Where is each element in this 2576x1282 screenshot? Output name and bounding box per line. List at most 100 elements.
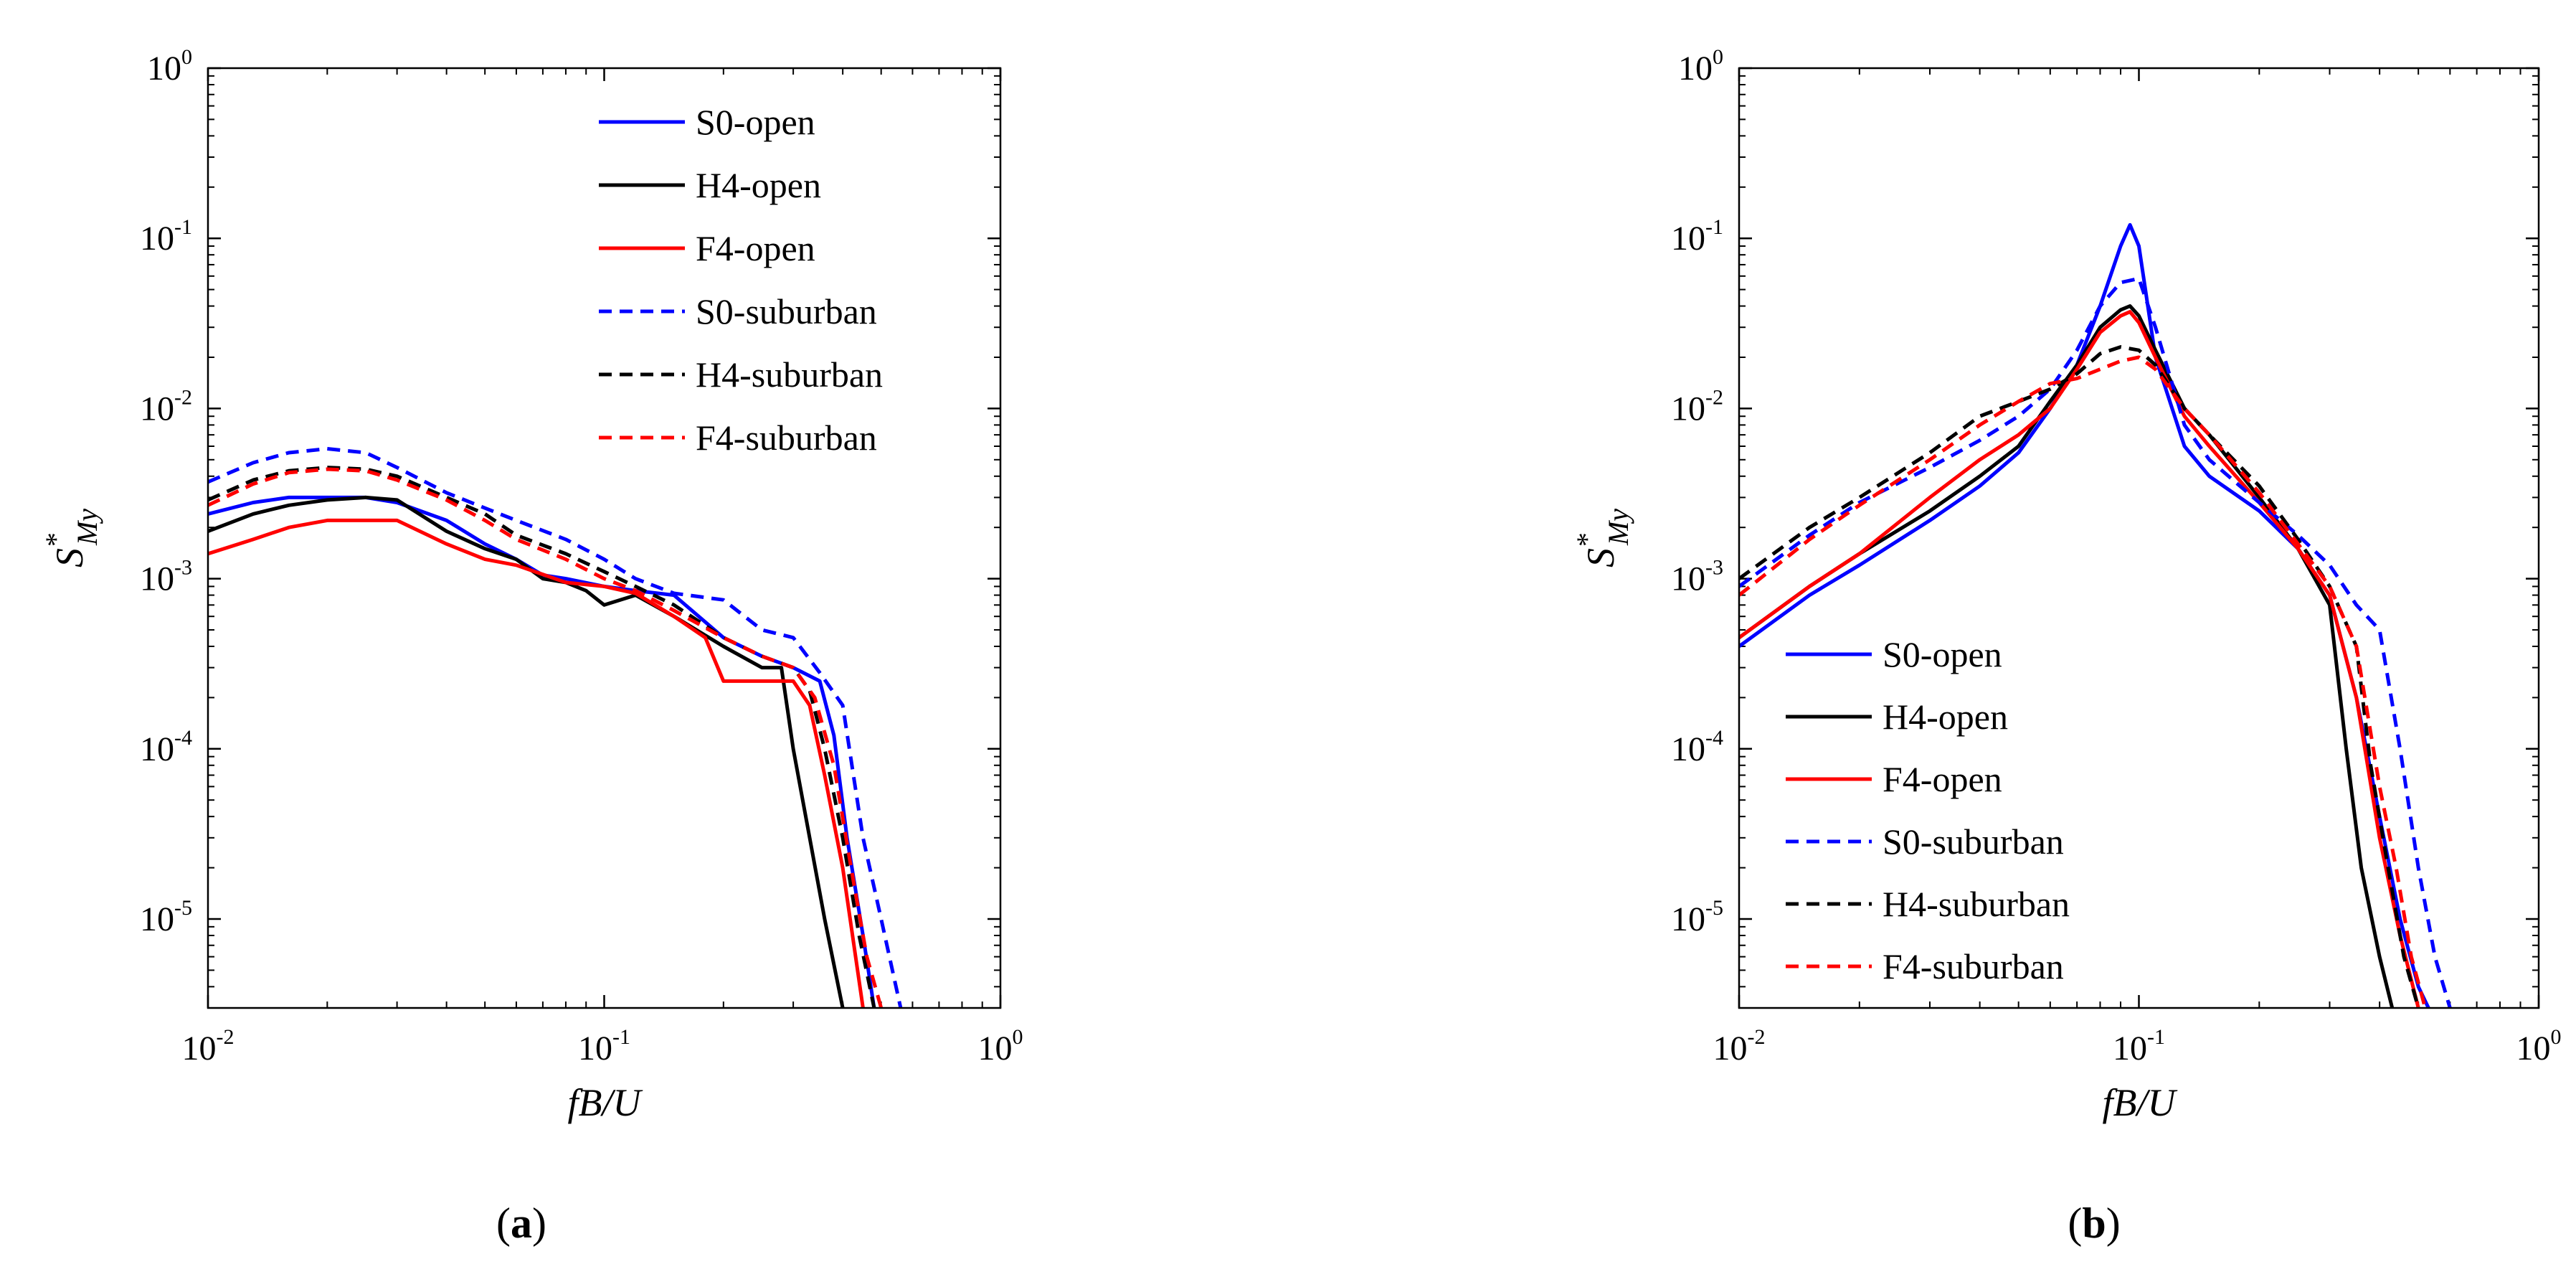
panel-caption: (a) xyxy=(496,1199,546,1247)
series-line-H4-suburban xyxy=(208,466,876,1008)
y-tick-label: 10-4 xyxy=(140,726,192,768)
y-tick-label: 10-2 xyxy=(140,385,192,428)
y-tick-label: 10-3 xyxy=(140,556,192,598)
y-tick-label: 10-1 xyxy=(140,215,192,258)
x-tick-base: 10 xyxy=(182,1029,217,1067)
y-axis-label-sub: My xyxy=(71,509,103,546)
x-tick-base: 10 xyxy=(2516,1029,2551,1067)
y-tick-base: 10 xyxy=(140,390,174,428)
panel-b: 10-2 10-1 10010-510-410-310-210-1100S0-ope… xyxy=(1571,45,2562,1247)
series-lines xyxy=(1739,222,2452,1008)
legend-label: S0-open xyxy=(1883,634,2002,674)
y-axis-label-sup: * xyxy=(39,534,72,548)
y-tick-exponent: -4 xyxy=(1705,726,1723,750)
y-axis-label: S*My xyxy=(1571,509,1634,567)
y-tick-exponent: -1 xyxy=(1705,215,1723,239)
y-tick-base: 10 xyxy=(140,730,174,768)
legend-label: S0-open xyxy=(696,102,815,142)
x-tick-base: 10 xyxy=(1713,1029,1748,1067)
y-tick-label: 10-1 xyxy=(1671,215,1723,258)
series-line-S0-suburban xyxy=(208,447,903,1008)
series-line-S0-suburban xyxy=(1739,276,2452,1008)
x-tick-exponent: 0 xyxy=(2551,1025,2562,1049)
y-tick-label: 100 xyxy=(1678,45,1723,88)
caption-close-paren: ) xyxy=(2106,1199,2121,1247)
y-tick-base: 10 xyxy=(1671,560,1705,598)
y-tick-exponent: -2 xyxy=(1705,385,1723,409)
y-axis-label-sub: My xyxy=(1602,509,1634,546)
legend-label: F4-suburban xyxy=(1883,946,2064,986)
x-tick-base: 10 xyxy=(2113,1029,2147,1067)
series-line-H4-open xyxy=(208,495,845,1008)
y-tick-base: 10 xyxy=(140,900,174,938)
caption-open-paren: ( xyxy=(496,1199,511,1247)
legend-label: S0-suburban xyxy=(1883,821,2064,862)
axes-frame xyxy=(207,67,1002,1009)
x-tick-label: 100 xyxy=(2516,1025,2562,1067)
y-tick-label: 10-5 xyxy=(140,896,192,938)
y-tick-base: 10 xyxy=(140,220,174,258)
legend-label: H4-suburban xyxy=(696,354,883,395)
series-line-F4-open xyxy=(208,518,865,1008)
y-axis-label-base: S xyxy=(1579,548,1622,567)
y-tick-label: 10-5 xyxy=(1671,896,1723,938)
x-tick-label: 10-2 xyxy=(1713,1025,1766,1067)
legend-label: H4-open xyxy=(696,165,821,205)
y-tick-exponent: 0 xyxy=(181,45,192,69)
y-axis-label: S*My xyxy=(39,509,103,567)
y-tick-exponent: -3 xyxy=(1705,556,1723,580)
y-tick-label: 10-3 xyxy=(1671,556,1723,598)
y-tick-exponent: -2 xyxy=(174,385,192,409)
series-line-F4-open xyxy=(1739,310,2420,1008)
caption-letter: a xyxy=(511,1199,532,1247)
x-axis-label: fB/U xyxy=(568,1081,643,1124)
legend-label: S0-suburban xyxy=(696,291,877,331)
y-tick-base: 10 xyxy=(1671,900,1705,938)
y-tick-base: 10 xyxy=(140,560,174,598)
y-tick-exponent: -3 xyxy=(174,556,192,580)
x-tick-base: 10 xyxy=(978,1029,1013,1067)
y-tick-base: 10 xyxy=(1671,730,1705,768)
legend-label: F4-open xyxy=(1883,759,2002,799)
x-tick-exponent: -1 xyxy=(2147,1025,2165,1049)
x-tick-exponent: 0 xyxy=(1013,1025,1023,1049)
x-tick-label: 10-1 xyxy=(578,1025,630,1067)
y-tick-exponent: -4 xyxy=(174,726,192,750)
series-line-F4-suburban xyxy=(1739,355,2428,1008)
series-line-H4-suburban xyxy=(1739,345,2420,1008)
y-tick-exponent: 0 xyxy=(1713,45,1723,69)
x-axis-label: fB/U xyxy=(2103,1081,2178,1124)
series-lines xyxy=(208,447,903,1008)
y-tick-exponent: -1 xyxy=(174,215,192,239)
x-tick-exponent: -2 xyxy=(217,1025,235,1049)
caption-open-paren: ( xyxy=(2068,1199,2082,1247)
series-line-F4-suburban xyxy=(208,467,884,1008)
y-tick-label: 100 xyxy=(147,45,192,88)
x-tick-exponent: -2 xyxy=(1748,1025,1766,1049)
y-tick-base: 10 xyxy=(1671,220,1705,258)
legend-label: F4-open xyxy=(696,228,815,268)
legend-label: H4-suburban xyxy=(1883,884,2070,924)
minor-ticks xyxy=(1739,68,2539,1009)
y-tick-base: 10 xyxy=(1671,390,1705,428)
x-tick-base: 10 xyxy=(578,1029,612,1067)
y-tick-exponent: -5 xyxy=(174,896,192,920)
legend: S0-open H4-open F4-open S0-suburban H4-subur… xyxy=(1786,634,2070,986)
x-tick-label: 10-2 xyxy=(182,1025,235,1067)
y-tick-base: 10 xyxy=(147,50,181,88)
caption-close-paren: ) xyxy=(532,1199,546,1247)
y-axis-label-base: S xyxy=(48,548,91,567)
y-tick-exponent: -5 xyxy=(1705,896,1723,920)
y-axis-label-sup: * xyxy=(1571,534,1603,548)
legend-label: H4-open xyxy=(1883,697,2008,737)
x-tick-label: 100 xyxy=(978,1025,1023,1067)
legend-label: F4-suburban xyxy=(696,418,877,458)
x-tick-label: 10-1 xyxy=(2113,1025,2165,1067)
y-tick-label: 10-2 xyxy=(1671,385,1723,428)
y-tick-label: 10-4 xyxy=(1671,726,1723,768)
series-line-H4-open xyxy=(1739,304,2395,1008)
legend: S0-open H4-open F4-open S0-suburban H4-subur… xyxy=(599,102,883,458)
y-tick-base: 10 xyxy=(1678,50,1713,88)
x-tick-exponent: -1 xyxy=(612,1025,630,1049)
